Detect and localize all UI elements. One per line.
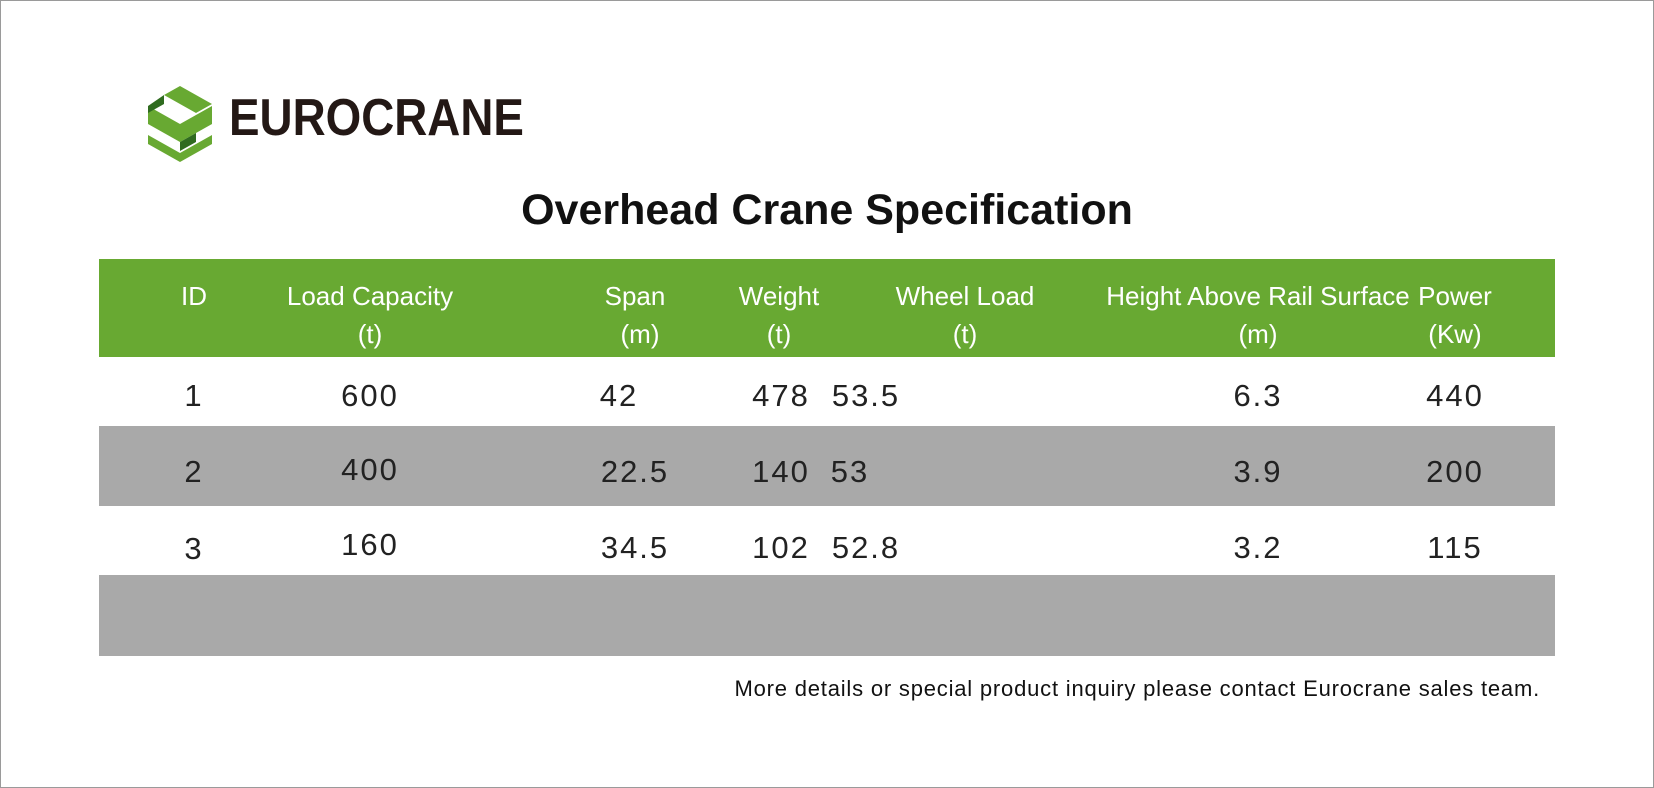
table-row-empty: [99, 575, 1555, 656]
cell-height: 3.9: [1233, 454, 1283, 489]
header-power: Power (Kw): [1418, 281, 1492, 349]
brand-name: EUROCRANE: [229, 89, 524, 147]
table-row: 3 160 34.5 102 52.8 3.2 115: [99, 506, 1555, 575]
cell-wheel-load: 52.8: [831, 530, 901, 565]
cell-span: 42: [599, 378, 639, 413]
header-load-capacity: Load Capacity (t): [286, 281, 454, 349]
cell-height: 3.2: [1233, 530, 1283, 565]
footer-note: More details or special product inquiry …: [734, 676, 1540, 701]
eurocrane-logo-icon: [148, 86, 212, 162]
header-height-above-rail: Height Above Rail Surface (m): [1106, 281, 1410, 349]
cell-span: 34.5: [600, 530, 670, 565]
table-row: 2 400 22.5 140 53 3.9 200: [99, 426, 1555, 506]
cell-id: 3: [184, 531, 204, 566]
cell-height: 6.3: [1233, 378, 1283, 413]
table-row: 1 600 42 478 53.5 6.3 440: [99, 357, 1555, 426]
header-wheel-load: Wheel Load (t): [895, 281, 1035, 349]
cell-power: 440: [1426, 378, 1484, 413]
cell-power: 200: [1426, 454, 1484, 489]
cell-id: 1: [184, 378, 204, 413]
header-weight: Weight (t): [738, 281, 820, 349]
table-header: ID Load Capacity (t) Span (m) Weight (t)…: [99, 259, 1555, 357]
cell-wheel-load: 53.5: [831, 378, 901, 413]
cell-weight: 478: [752, 378, 810, 413]
header-span: Span (m): [604, 281, 666, 349]
cell-load-capacity: 160: [341, 527, 399, 562]
cell-weight: 140: [752, 454, 810, 489]
cell-weight: 102: [752, 530, 810, 565]
page-title: Overhead Crane Specification: [521, 186, 1133, 234]
cell-wheel-load: 53: [830, 454, 870, 489]
cell-span: 22.5: [600, 454, 670, 489]
cell-power: 115: [1427, 530, 1483, 565]
cell-load-capacity: 600: [341, 378, 399, 413]
cell-load-capacity: 400: [341, 452, 399, 487]
cell-id: 2: [184, 454, 204, 489]
